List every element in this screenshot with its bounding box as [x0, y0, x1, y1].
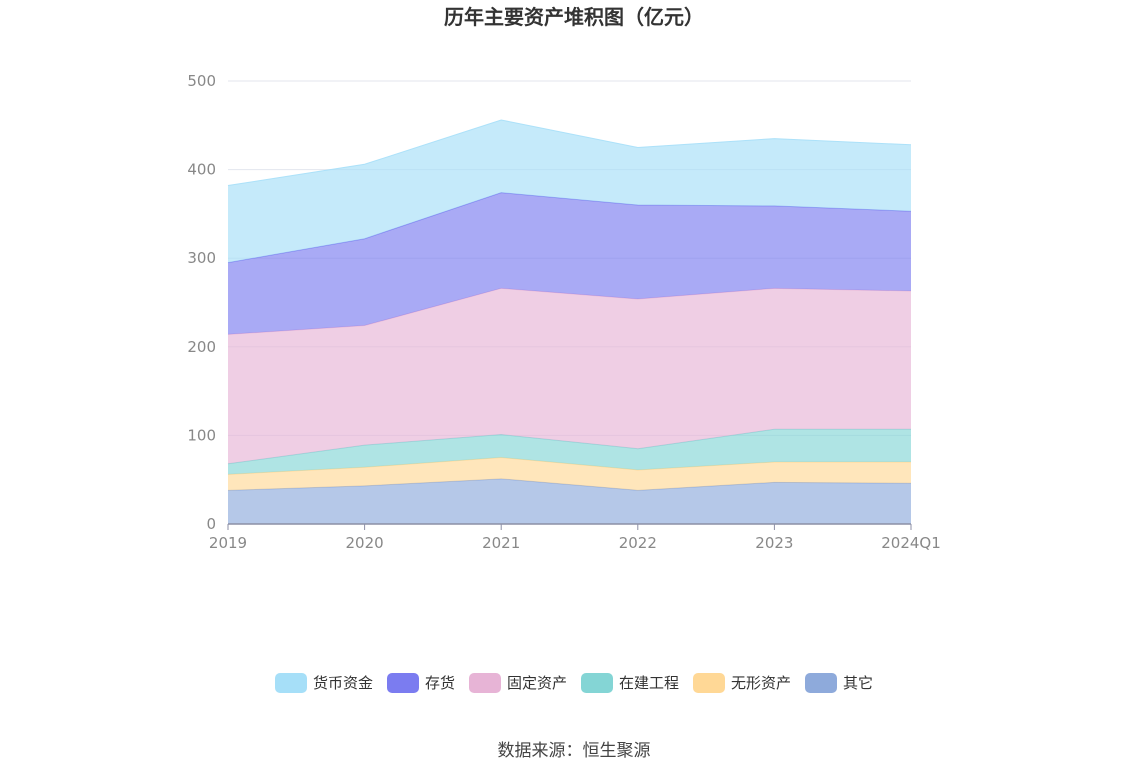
y-tick-label: 400 — [187, 161, 216, 179]
legend-swatch — [581, 672, 613, 693]
legend: 货币资金 存货 固定资产 在建工程 无形资产 其它 — [0, 672, 1148, 693]
x-tick-label: 2023 — [755, 534, 793, 552]
legend-swatch — [468, 672, 501, 693]
legend-item[interactable]: 存货 — [386, 672, 455, 693]
legend-swatch — [274, 672, 307, 693]
x-tick-label: 2022 — [619, 534, 657, 552]
area-series-5[interactable] — [228, 119, 911, 263]
legend-label: 货币资金 — [312, 674, 373, 692]
legend-swatch — [693, 672, 726, 693]
y-tick-label: 200 — [187, 338, 216, 356]
area-series-2[interactable] — [228, 429, 911, 475]
legend-item[interactable]: 在建工程 — [581, 672, 679, 693]
area-series-1[interactable] — [228, 457, 911, 491]
data-source: 数据来源：恒生聚源 — [497, 741, 651, 761]
axis-layer: 0 100 200 300 400 500 2019 2020 2021 2022 2023 2024… — [187, 72, 940, 552]
legend-label: 固定资产 — [506, 674, 567, 692]
legend-item[interactable]: 无形资产 — [693, 672, 791, 693]
x-tick-label: 2021 — [482, 534, 520, 552]
area-series-edge — [227, 119, 912, 187]
legend-item[interactable]: 货币资金 — [274, 672, 373, 693]
legend-swatch — [805, 672, 838, 693]
chart-title: 历年主要资产堆积图（亿元） — [444, 5, 704, 29]
legend-label: 无形资产 — [731, 674, 792, 692]
area-series-4[interactable] — [228, 192, 911, 335]
y-tick-label: 0 — [206, 515, 216, 533]
legend-label: 其它 — [843, 674, 874, 692]
x-tick-label: 2019 — [209, 534, 247, 552]
legend-item[interactable]: 固定资产 — [468, 672, 567, 693]
legend-swatch — [386, 672, 419, 693]
y-tick-label: 300 — [187, 249, 216, 267]
area-series-3[interactable] — [228, 288, 911, 464]
x-tick-label: 2020 — [346, 534, 384, 552]
legend-label: 在建工程 — [619, 674, 680, 692]
area-series-0[interactable] — [228, 478, 911, 524]
y-tick-label: 500 — [187, 72, 216, 90]
legend-label: 存货 — [424, 674, 455, 692]
legend-item[interactable]: 其它 — [805, 672, 873, 693]
area-layer — [227, 119, 912, 524]
x-tick-label: 2024Q1 — [881, 534, 941, 552]
y-tick-label: 100 — [187, 426, 216, 444]
